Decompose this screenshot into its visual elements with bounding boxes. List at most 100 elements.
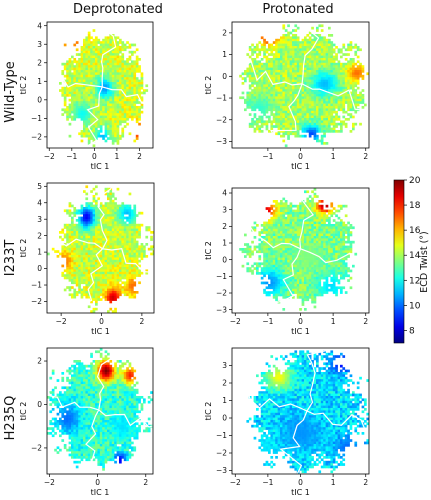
y-tick-label: 3 (37, 40, 42, 49)
x-axis-label: tIC 1 (291, 488, 310, 497)
colorbar-tick-label: 8 (409, 326, 415, 336)
y-tick-label: 0 (37, 95, 42, 104)
panel-i233t-deprotonated: −2 0 2 −2 −1 0 1 2 3 4 5 tIC 1 tIC 2 (19, 182, 155, 336)
x-axis-label: tIC 1 (91, 162, 110, 171)
y-tick-label: −2 (216, 115, 227, 124)
heatmap-cells (246, 350, 369, 474)
row-title-i233t: I233T (3, 240, 18, 277)
y-tick-label: −1 (216, 431, 227, 440)
y-axis-label: tIC 2 (204, 241, 213, 260)
colorbar-gradient (393, 179, 405, 344)
y-tick-label: 0 (37, 400, 42, 409)
y-tick-label: 0 (222, 414, 227, 423)
x-tick-label: 0 (99, 317, 104, 326)
boundary-line (100, 22, 117, 87)
y-tick-label: 4 (37, 198, 42, 207)
x-tick-label: 2 (363, 478, 368, 487)
x-tick-label: 2 (143, 478, 148, 487)
y-tick-label: −1 (31, 114, 42, 123)
boundary-line (300, 248, 369, 286)
x-tick-label: 1 (331, 152, 336, 161)
x-tick-label: 0 (92, 152, 97, 161)
heatmap-cells (59, 29, 149, 148)
colorbar-tick-label: 18 (409, 201, 421, 211)
y-tick-label: 1 (37, 248, 42, 257)
y-tick-label: −3 (216, 137, 227, 146)
boundary-line (239, 376, 308, 412)
x-tick-label: −2 (230, 317, 241, 326)
x-tick-label: −1 (262, 317, 273, 326)
y-tick-label: 2 (37, 58, 42, 67)
x-tick-label: 0 (95, 478, 100, 487)
heatmap-cells (47, 185, 154, 313)
x-axis-label: tIC 1 (91, 327, 110, 336)
x-tick-label: −1 (262, 152, 273, 161)
x-tick-label: 1 (331, 317, 336, 326)
boundary-line (98, 409, 153, 428)
boundary-line (306, 348, 329, 412)
boundary-line (232, 221, 301, 250)
state-boundaries (47, 22, 153, 148)
boundary-line (279, 410, 308, 474)
panel-h235q-deprotonated: −2 0 2 −2 0 2 tIC 1 tIC 2 (19, 347, 154, 497)
panel-wild-type-protonated: −1 0 1 2 −3 −2 −1 0 1 2 tIC 1 tIC 2 (204, 21, 370, 171)
y-tick-label: −2 (31, 132, 42, 141)
heatmap-cells (239, 188, 358, 311)
state-boundaries (239, 348, 369, 474)
y-tick-label: 0 (222, 255, 227, 264)
y-tick-label: 3 (222, 361, 227, 370)
x-axis-label: tIC 1 (291, 327, 310, 336)
colorbar-label: ECD Twist (°) (419, 231, 430, 292)
y-tick-label: −2 (31, 444, 42, 453)
y-tick-label: −1 (31, 281, 42, 290)
boundary-line (295, 188, 314, 249)
y-tick-label: 3 (37, 215, 42, 224)
boundary-line (47, 69, 103, 88)
y-axis-label: tIC 2 (19, 76, 28, 95)
colorbar: 8 10 12 14 16 18 20 ECD Twist (°) (393, 176, 430, 344)
y-axis-label: tIC 2 (19, 402, 28, 421)
y-axis-label: tIC 2 (19, 239, 28, 258)
boundary-line (84, 86, 103, 148)
boundary-line (306, 410, 369, 437)
y-tick-label: −1 (216, 94, 227, 103)
y-tick-label: 0 (222, 72, 227, 81)
y-axis-label: tIC 2 (204, 76, 213, 95)
y-tick-label: 2 (222, 28, 227, 37)
panel-wild-type-deprotonated: −2 −1 0 1 2 −2 −1 0 1 2 3 4 tIC 1 tIC 2 (19, 21, 154, 171)
state-boundaries (47, 183, 154, 313)
y-tick-label: −2 (216, 289, 227, 298)
boundary-line (102, 86, 153, 106)
x-tick-label: −2 (56, 317, 67, 326)
boundary-line (47, 224, 103, 250)
x-tick-label: −2 (44, 478, 55, 487)
axes-frame (46, 182, 155, 314)
x-tick-label: 0 (298, 152, 303, 161)
y-tick-label: −2 (31, 297, 42, 306)
x-axis-label: tIC 1 (291, 162, 310, 171)
colorbar-ticks: 8 10 12 14 16 18 20 (404, 176, 421, 336)
y-tick-label: 5 (37, 182, 42, 191)
y-tick-label: −2 (216, 449, 227, 458)
row-title-wild-type: Wild-Type (3, 61, 18, 122)
y-axis-label: tIC 2 (204, 402, 213, 421)
y-tick-label: 2 (37, 357, 42, 366)
boundary-line (270, 83, 303, 148)
boundary-line (47, 385, 99, 411)
x-tick-label: −2 (44, 152, 55, 161)
y-tick-label: 2 (222, 379, 227, 388)
y-tick-label: 4 (37, 21, 42, 30)
x-tick-label: −1 (66, 152, 77, 161)
y-tick-label: −3 (216, 466, 227, 475)
boundary-line (301, 83, 369, 112)
y-tick-label: −1 (216, 272, 227, 281)
x-tick-label: 0 (298, 478, 303, 487)
y-tick-label: 4 (222, 189, 227, 198)
x-tick-label: 2 (363, 152, 368, 161)
x-tick-label: 2 (139, 317, 144, 326)
x-tick-label: 2 (137, 152, 142, 161)
x-tick-label: 2 (363, 317, 368, 326)
x-tick-label: 1 (115, 152, 120, 161)
